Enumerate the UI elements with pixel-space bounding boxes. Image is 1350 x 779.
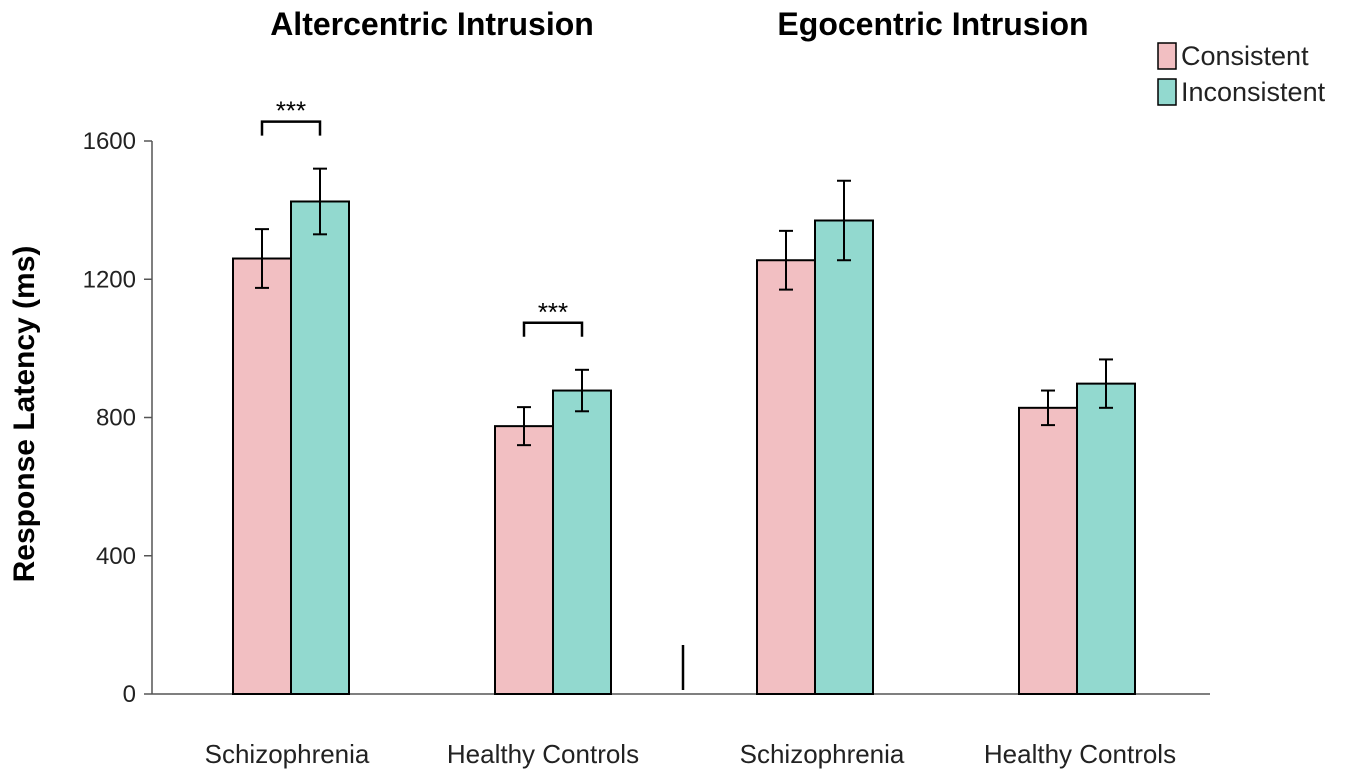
bar-consistent [1018,406,1078,695]
bar-consistent [756,259,816,695]
category-label: Schizophrenia [205,739,370,769]
y-tick-label: 1600 [83,128,136,155]
bar-inconsistent [1076,382,1136,695]
y-tick-label: 400 [96,543,136,570]
bar-inconsistent [290,200,350,695]
panel-title: Egocentric Intrusion [777,6,1088,42]
bars [232,167,1136,695]
category-label: Healthy Controls [447,739,639,769]
significance-label: *** [276,96,306,126]
significance-label: *** [538,297,568,327]
category-label: Schizophrenia [740,739,905,769]
legend-swatch [1157,42,1177,70]
y-axis-title: Response Latency (ms) [8,246,41,583]
bar-inconsistent [552,389,612,695]
labels: 0 400 800 1200 1600 Response Latency (ms) Alte… [8,6,1176,769]
legend-label: Inconsistent [1181,77,1326,107]
bar-consistent [494,425,554,695]
y-tick-label: 1200 [83,266,136,293]
legend: Consistent Inconsistent [1157,41,1326,107]
panel-title: Altercentric Intrusion [270,6,594,42]
bar-consistent [232,257,292,695]
significance-bracket [522,321,584,337]
legend-label: Consistent [1181,41,1309,71]
bar-inconsistent [814,219,874,695]
y-tick-label: 800 [96,405,136,432]
significance-bracket [260,120,322,136]
y-tick-label: 0 [123,681,136,708]
legend-swatch [1157,78,1177,106]
category-label: Healthy Controls [984,739,1176,769]
